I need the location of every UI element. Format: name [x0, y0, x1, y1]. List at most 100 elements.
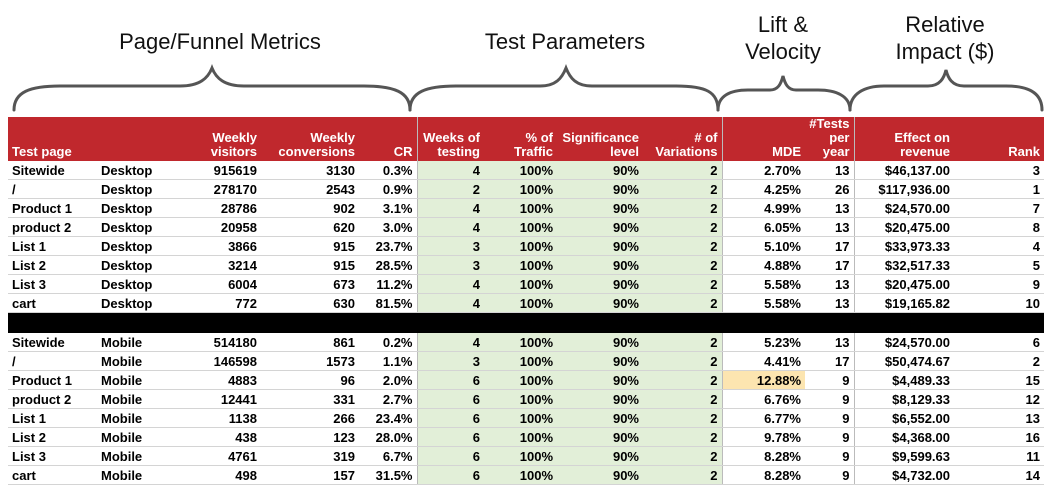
cell-weeks-of-testing: 4 [417, 333, 484, 352]
cell-cr: 28.0% [359, 427, 418, 447]
table-row: List 2 Mobile 438 123 28.0% 6 100% 90% 2 9.78% 9 $4… [8, 427, 1044, 447]
cell-rank: 7 [954, 198, 1044, 218]
header-row: Test page Weekly visitors Weekly convers… [8, 117, 1044, 161]
cell-test-page: Product 1 [8, 198, 97, 218]
cell-percent-traffic: 100% [484, 446, 557, 466]
cell-weeks-of-testing: 6 [417, 389, 484, 409]
cell-significance: 90% [557, 198, 643, 218]
cell-cr: 0.3% [359, 161, 418, 180]
cell-weeks-of-testing: 6 [417, 465, 484, 485]
cell-effect-on-revenue: $24,570.00 [854, 198, 954, 218]
cell-variations: 2 [643, 333, 723, 352]
cell-rank: 15 [954, 370, 1044, 390]
cell-effect-on-revenue: $50,474.67 [854, 351, 954, 371]
cell-weekly-visitors: 4883 [177, 370, 261, 390]
cell-weekly-conversions: 915 [261, 236, 359, 256]
cell-effect-on-revenue: $24,570.00 [854, 333, 954, 352]
cell-cr: 31.5% [359, 465, 418, 485]
cell-weeks-of-testing: 4 [417, 217, 484, 237]
cell-significance: 90% [557, 236, 643, 256]
cell-variations: 2 [643, 198, 723, 218]
separator-row [8, 312, 1044, 333]
cell-variations: 2 [643, 255, 723, 275]
cell-device: Mobile [97, 333, 177, 352]
table-row: Product 1 Mobile 4883 96 2.0% 6 100% 90% 2 12.88%… [8, 370, 1044, 390]
cell-tests-per-year: 13 [805, 217, 855, 237]
cell-percent-traffic: 100% [484, 333, 557, 352]
cell-weekly-visitors: 3214 [177, 255, 261, 275]
cell-cr: 0.9% [359, 179, 418, 199]
header-variations: # of Variations [643, 117, 723, 161]
cell-weekly-conversions: 96 [261, 370, 359, 390]
cell-mde: 5.23% [722, 333, 805, 352]
cell-significance: 90% [557, 408, 643, 428]
cell-variations: 2 [643, 389, 723, 409]
brace-relative-impact [848, 69, 1044, 112]
cell-rank: 9 [954, 274, 1044, 294]
cell-weekly-conversions: 331 [261, 389, 359, 409]
header-percent-traffic: % of Traffic [484, 117, 557, 161]
cell-significance: 90% [557, 179, 643, 199]
cell-device: Desktop [97, 255, 177, 275]
cell-device: Mobile [97, 351, 177, 371]
cell-weekly-conversions: 620 [261, 217, 359, 237]
cell-significance: 90% [557, 427, 643, 447]
cell-effect-on-revenue: $46,137.00 [854, 161, 954, 180]
cell-rank: 16 [954, 427, 1044, 447]
cell-mde: 5.10% [722, 236, 805, 256]
cell-significance: 90% [557, 333, 643, 352]
cell-device: Desktop [97, 198, 177, 218]
cell-cr: 1.1% [359, 351, 418, 371]
cell-effect-on-revenue: $19,165.82 [854, 293, 954, 313]
cell-variations: 2 [643, 465, 723, 485]
cell-tests-per-year: 9 [805, 389, 855, 409]
cell-rank: 2 [954, 351, 1044, 371]
cell-weekly-visitors: 28786 [177, 198, 261, 218]
cell-weekly-conversions: 123 [261, 427, 359, 447]
cell-cr: 2.0% [359, 370, 418, 390]
cell-cr: 3.0% [359, 217, 418, 237]
header-device-blank [97, 117, 177, 161]
cell-mde: 4.41% [722, 351, 805, 371]
separator-bar [8, 312, 1044, 333]
group-title-relative-impact: Relative Impact ($) [895, 12, 995, 64]
cell-rank: 1 [954, 179, 1044, 199]
cell-test-page: List 2 [8, 255, 97, 275]
cell-significance: 90% [557, 217, 643, 237]
cell-weekly-visitors: 514180 [177, 333, 261, 352]
cell-weeks-of-testing: 4 [417, 293, 484, 313]
cell-significance: 90% [557, 274, 643, 294]
cell-test-page: / [8, 351, 97, 371]
cell-variations: 2 [643, 274, 723, 294]
cell-tests-per-year: 9 [805, 446, 855, 466]
cell-mde: 4.25% [722, 179, 805, 199]
cell-significance: 90% [557, 446, 643, 466]
cell-variations: 2 [643, 236, 723, 256]
cell-variations: 2 [643, 293, 723, 313]
cell-variations: 2 [643, 408, 723, 428]
brace-test-parameters [408, 63, 720, 112]
cell-tests-per-year: 9 [805, 370, 855, 390]
cell-test-page: Sitewide [8, 161, 97, 180]
cell-variations: 2 [643, 179, 723, 199]
brace-lift-velocity [716, 75, 852, 112]
cell-significance: 90% [557, 255, 643, 275]
cell-rank: 13 [954, 408, 1044, 428]
cell-tests-per-year: 9 [805, 465, 855, 485]
header-cr: CR [359, 117, 418, 161]
cell-rank: 4 [954, 236, 1044, 256]
cell-mde: 5.58% [722, 293, 805, 313]
cell-effect-on-revenue: $117,936.00 [854, 179, 954, 199]
cell-weeks-of-testing: 6 [417, 427, 484, 447]
cell-percent-traffic: 100% [484, 351, 557, 371]
cell-device: Desktop [97, 236, 177, 256]
cell-tests-per-year: 9 [805, 427, 855, 447]
cell-test-page: Sitewide [8, 333, 97, 352]
cell-significance: 90% [557, 351, 643, 371]
cell-cr: 6.7% [359, 446, 418, 466]
cell-effect-on-revenue: $20,475.00 [854, 274, 954, 294]
cell-percent-traffic: 100% [484, 427, 557, 447]
cell-test-page: List 2 [8, 427, 97, 447]
desktop-rows: Sitewide Desktop 915619 3130 0.3% 4 100% 90% 2 2.… [8, 161, 1044, 313]
cell-weekly-visitors: 438 [177, 427, 261, 447]
